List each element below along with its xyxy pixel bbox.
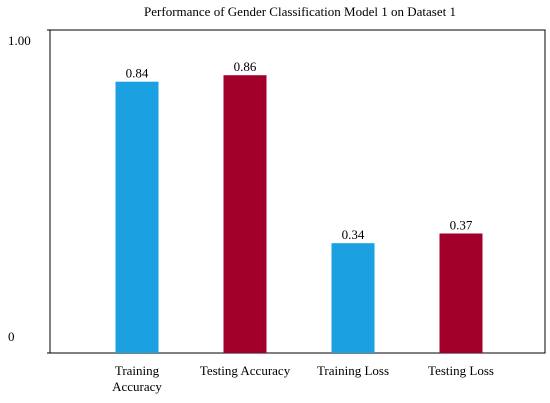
y-tick-label: 1.00 bbox=[8, 33, 31, 48]
bar bbox=[115, 81, 159, 354]
y-tick-label: 0 bbox=[8, 329, 15, 344]
value-label: 0.86 bbox=[234, 59, 257, 74]
x-tick-label: Training Accuracy bbox=[112, 363, 162, 394]
value-label: 0.37 bbox=[450, 217, 473, 232]
x-tick-label: Training Loss bbox=[316, 363, 390, 378]
bar bbox=[331, 243, 375, 353]
bar bbox=[439, 233, 483, 353]
x-tick-label: Testing Loss bbox=[428, 363, 494, 378]
value-label: 0.84 bbox=[126, 66, 149, 81]
bar bbox=[223, 75, 267, 353]
value-label: 0.34 bbox=[342, 227, 365, 242]
x-tick-label: Testing Accuracy bbox=[199, 363, 291, 378]
plot-frame bbox=[49, 29, 546, 354]
chart-title: Performance of Gender Classification Mod… bbox=[144, 4, 456, 19]
